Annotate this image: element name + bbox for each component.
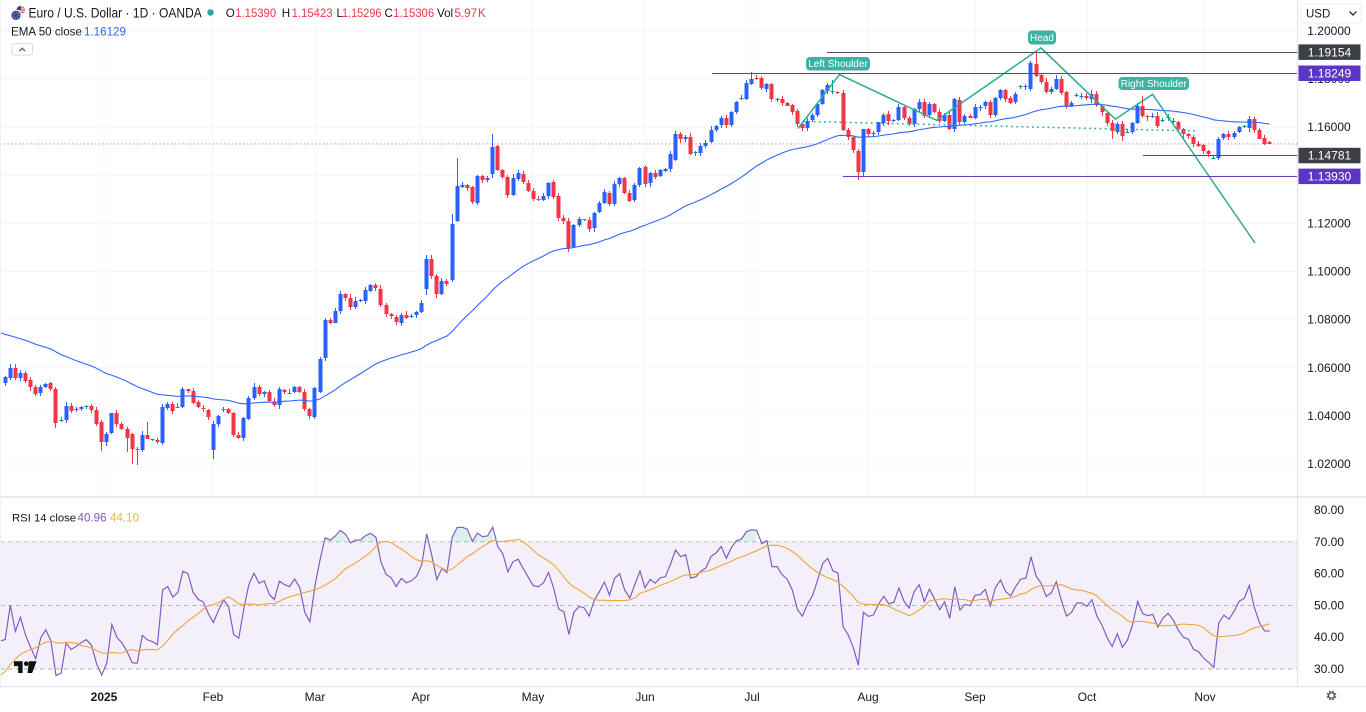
svg-text:Jul: Jul — [744, 690, 759, 704]
svg-text:80.00: 80.00 — [1314, 503, 1344, 517]
svg-text:40.00: 40.00 — [1314, 630, 1344, 644]
svg-text:1.15390: 1.15390 — [235, 7, 276, 20]
svg-text:40.96: 40.96 — [78, 512, 107, 525]
svg-text:Sep: Sep — [964, 690, 986, 704]
svg-text:2025: 2025 — [91, 690, 118, 704]
svg-text:Nov: Nov — [1194, 690, 1215, 704]
svg-text:USD: USD — [1306, 9, 1330, 21]
svg-text:Right Shoulder: Right Shoulder — [1121, 79, 1188, 90]
svg-text:1.04000: 1.04000 — [1307, 409, 1351, 423]
svg-text:L: L — [337, 7, 344, 20]
svg-text:44.10: 44.10 — [110, 512, 139, 525]
svg-text:Jun: Jun — [635, 690, 654, 704]
svg-text:70.00: 70.00 — [1314, 535, 1344, 549]
svg-text:Aug: Aug — [857, 690, 878, 704]
svg-text:Feb: Feb — [203, 690, 224, 704]
svg-text:1.18249: 1.18249 — [1308, 66, 1352, 80]
svg-text:H: H — [282, 7, 290, 20]
svg-text:RSI 14 close: RSI 14 close — [12, 513, 76, 525]
svg-text:Vol: Vol — [437, 7, 453, 20]
svg-text:Oct: Oct — [1078, 690, 1097, 704]
svg-text:O: O — [226, 7, 235, 20]
svg-text:1.16000: 1.16000 — [1307, 120, 1351, 134]
svg-text:Head: Head — [1030, 33, 1054, 44]
svg-text:1.20000: 1.20000 — [1307, 24, 1351, 38]
svg-text:1.13930: 1.13930 — [1308, 170, 1352, 184]
svg-text:50.00: 50.00 — [1314, 598, 1344, 612]
svg-text:Euro / U.S. Dollar · 1D · OAND: Euro / U.S. Dollar · 1D · OANDA — [29, 5, 203, 21]
svg-text:Left Shoulder: Left Shoulder — [808, 59, 868, 70]
svg-text:1.12000: 1.12000 — [1307, 216, 1351, 230]
svg-text:Mar: Mar — [305, 690, 326, 704]
svg-text:1.06000: 1.06000 — [1307, 361, 1351, 375]
svg-text:1.14781: 1.14781 — [1308, 149, 1352, 163]
svg-text:C: C — [385, 7, 393, 20]
svg-text:Apr: Apr — [412, 690, 431, 704]
svg-text:1.08000: 1.08000 — [1307, 313, 1351, 327]
svg-text:60.00: 60.00 — [1314, 567, 1344, 581]
svg-text:1.15423: 1.15423 — [292, 7, 333, 20]
svg-text:1.19154: 1.19154 — [1308, 45, 1352, 59]
svg-text:1.16129: 1.16129 — [84, 26, 126, 39]
svg-text:5.97 K: 5.97 K — [455, 7, 487, 20]
svg-text:1.02000: 1.02000 — [1307, 457, 1351, 471]
svg-text:30.00: 30.00 — [1314, 662, 1344, 676]
svg-text:May: May — [522, 690, 545, 704]
svg-text:1.15296: 1.15296 — [342, 7, 382, 20]
svg-text:1.10000: 1.10000 — [1307, 265, 1351, 279]
svg-text:EMA 50 close: EMA 50 close — [11, 26, 82, 39]
svg-text:1.15306: 1.15306 — [393, 7, 434, 20]
